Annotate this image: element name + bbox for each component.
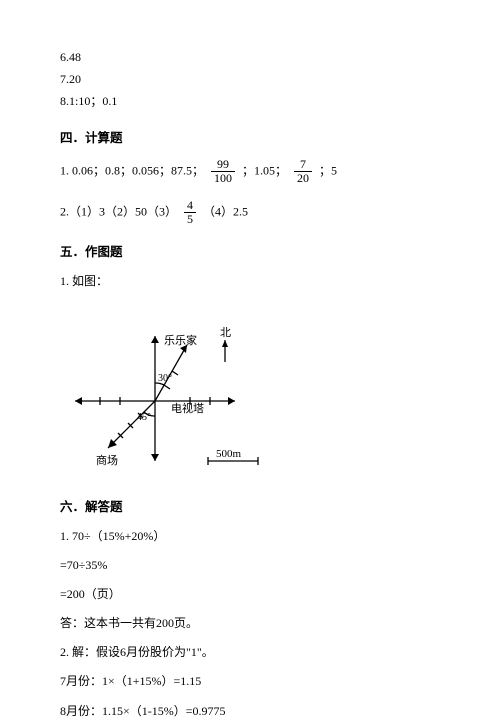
top-line-1: 6.48 <box>60 48 440 67</box>
frac-den: 20 <box>294 172 312 185</box>
frac-num: 99 <box>211 158 235 172</box>
top-line-3: 8.1:10；0.1 <box>60 92 440 111</box>
s6-l6: 8月份：1.15×（1-15%）=0.9775 <box>60 702 440 721</box>
label-north: 北 <box>220 326 231 339</box>
s6-l3: 答：这本书一共有200页。 <box>60 614 440 633</box>
fraction-99-100: 99 100 <box>211 158 235 185</box>
s6-l1: =70÷35% <box>60 556 440 575</box>
label-tvtower: 电视塔 <box>171 401 204 415</box>
section5-heading: 五．作图题 <box>60 242 440 262</box>
s6-l5: 7月份：1×（1+15%）=1.15 <box>60 672 440 691</box>
label-lele: 乐乐家 <box>164 333 197 347</box>
fraction-4-5: 4 5 <box>184 199 196 226</box>
frac-num: 7 <box>294 158 312 172</box>
fraction-7-20: 7 20 <box>294 158 312 185</box>
label-30: 30° <box>158 373 172 384</box>
s4-q1-mid1: ；1.05； <box>242 163 287 177</box>
s4-q1: 1. 0.06；0.8；0.056；87.5； 99 100 ；1.05； 7 … <box>60 158 440 185</box>
frac-den: 100 <box>211 172 235 185</box>
label-market: 商场 <box>96 453 118 467</box>
s4-q2: 2.（1）3（2）50（3） 4 5 （4）2.5 <box>60 199 440 226</box>
s4-q2-suffix: （4）2.5 <box>203 204 248 218</box>
frac-num: 4 <box>184 199 196 213</box>
s6-l4: 2. 解：假设6月份股价为"1"。 <box>60 643 440 662</box>
direction-diagram: 乐乐家 北 30° 电视塔 45° 商场 500m <box>60 306 440 481</box>
s4-q2-prefix: 2.（1）3（2）50（3） <box>60 204 177 218</box>
s4-q1-prefix: 1. 0.06；0.8；0.056；87.5； <box>60 163 204 177</box>
label-45: 45° <box>137 412 151 423</box>
s4-q1-mid2: ；5 <box>319 163 337 177</box>
section4-heading: 四．计算题 <box>60 128 440 148</box>
label-scale: 500m <box>216 448 242 460</box>
s5-line1: 1. 如图： <box>60 272 440 291</box>
s6-l0: 1. 70÷（15%+20%） <box>60 527 440 546</box>
s6-l2: =200（页） <box>60 585 440 604</box>
top-line-2: 7.20 <box>60 70 440 89</box>
frac-den: 5 <box>184 213 196 226</box>
section6-heading: 六．解答题 <box>60 497 440 517</box>
